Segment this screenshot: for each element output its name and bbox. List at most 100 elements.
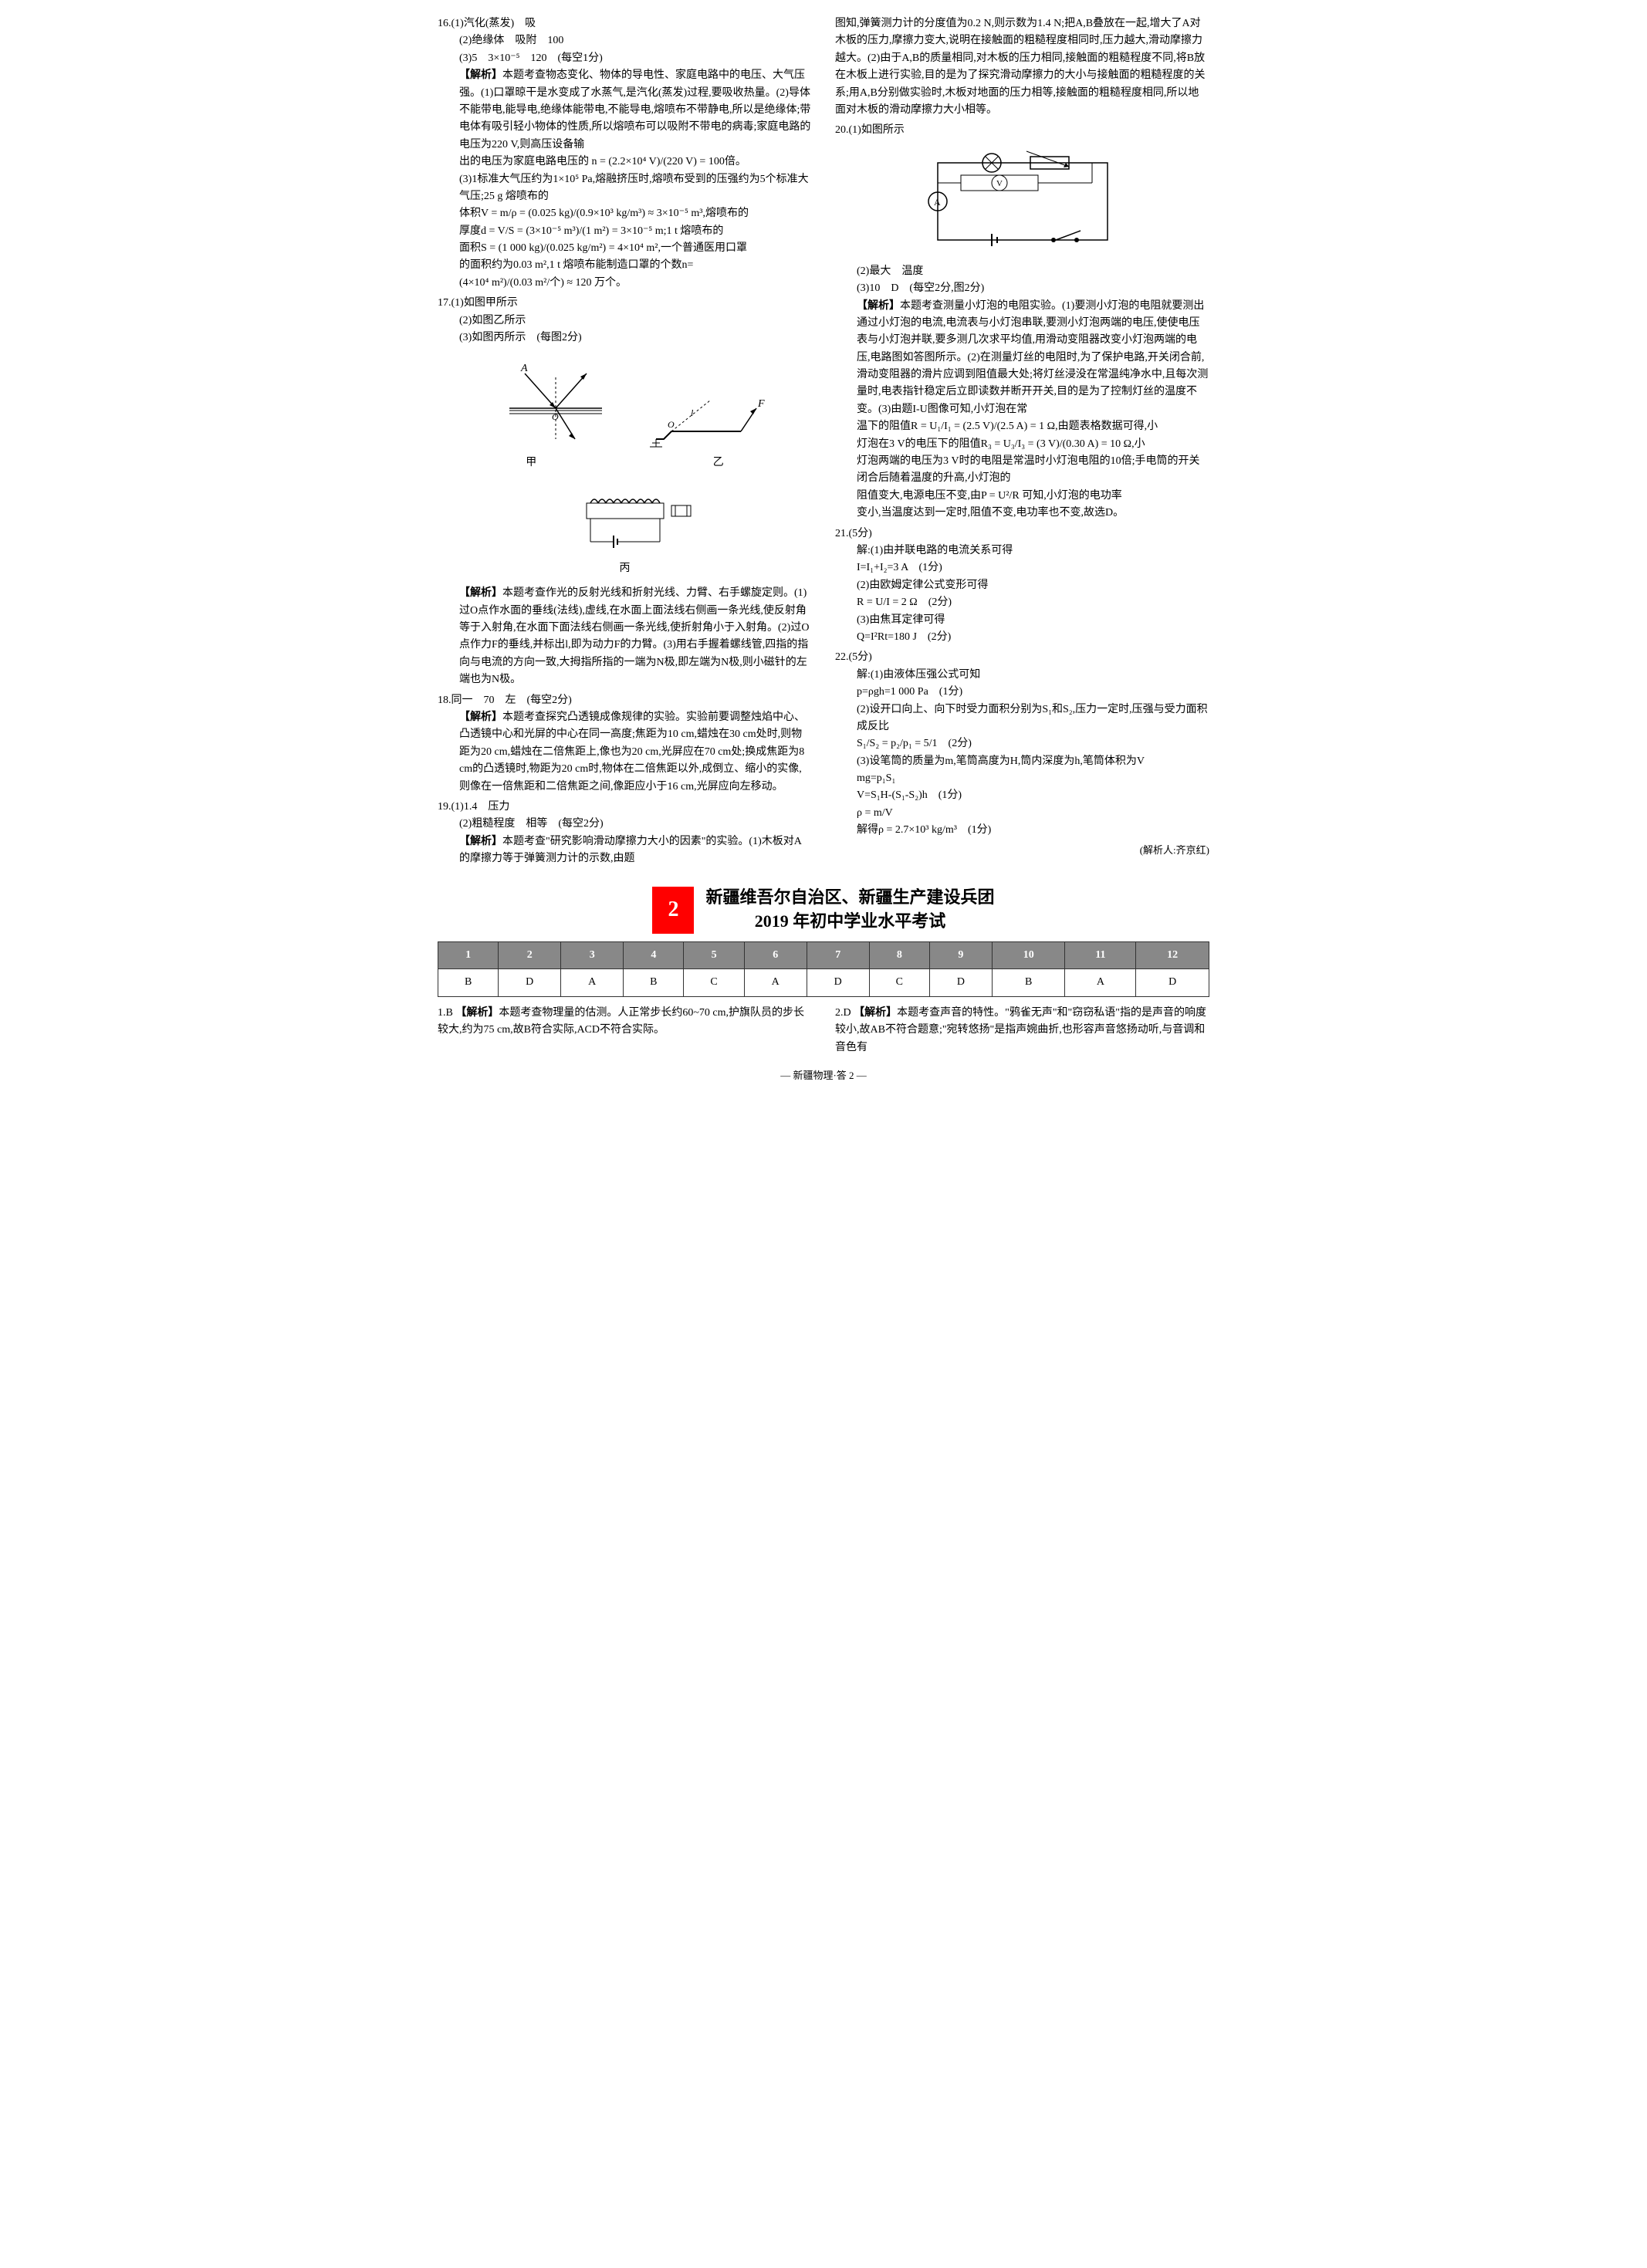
table-answer-cell: A xyxy=(561,969,624,996)
q21-line4: (2)由欧姆定律公式变形可得 xyxy=(835,577,1209,594)
section2-header: 2 新疆维吾尔自治区、新疆生产建设兵团 2019 年初中学业水平考试 xyxy=(438,886,1209,934)
q20-answer: 20.(1)如图所示 A V xyxy=(835,122,1209,522)
q20-formula1: 温下的阻值R = U₁/I₁ = (2.5 V)/(2.5 A) = 1 Ω,由… xyxy=(835,418,1209,435)
table-header-cell: 10 xyxy=(992,942,1065,969)
diagram-label-jia: 甲 xyxy=(526,455,536,472)
s2-q1-num: 1.B xyxy=(438,1007,453,1019)
q16-line1: 16.(1)汽化(蒸发) 吸 xyxy=(438,15,812,32)
svg-text:A: A xyxy=(520,363,528,374)
q22-line2: 解:(1)由液体压强公式可知 xyxy=(835,667,1209,684)
table-answer-cell: D xyxy=(807,969,869,996)
table-header-row: 123456789101112 xyxy=(438,942,1209,969)
table-header-cell: 7 xyxy=(807,942,869,969)
table-header-cell: 1 xyxy=(438,942,499,969)
s2-q2: 2.D 【解析】本题考查声音的特性。"鸦雀无声"和"窃窃私语"指的是声音的响度较… xyxy=(835,1005,1209,1056)
svg-text:A: A xyxy=(934,197,941,208)
table-answer-cell: D xyxy=(1136,969,1209,996)
q22-line7: V=S₁H-(S₁-S₂)h (1分) xyxy=(835,787,1209,804)
q22-line5: (3)设笔筒的质量为m,笔筒高度为H,筒内深度为h,笔筒体积为V xyxy=(835,753,1209,770)
table-answer-cell: C xyxy=(684,969,744,996)
q18-answer: 18.同一 70 左 (每空2分) 【解析】本题考查探究凸透镜成像规律的实验。实… xyxy=(438,692,812,796)
q18-line1: 18.同一 70 左 (每空2分) xyxy=(438,692,812,709)
q22-formula1: S₁/S₂ = p₂/p₁ = 5/1 (2分) xyxy=(835,735,1209,752)
table-header-cell: 12 xyxy=(1136,942,1209,969)
table-answer-cell: A xyxy=(744,969,807,996)
table-answer-cell: B xyxy=(438,969,499,996)
q21-line6: Q=I²Rt=180 J (2分) xyxy=(835,629,1209,646)
q16-line2: (2)绝缘体 吸附 100 xyxy=(438,32,812,49)
q21-line2: 解:(1)由并联电路的电流关系可得 xyxy=(835,542,1209,559)
table-answer-cell: B xyxy=(624,969,684,996)
circuit-svg: A V xyxy=(915,147,1131,255)
q16-analysis-text1: 本题考查物态变化、物体的导电性、家庭电路中的电压、大气压强。(1)口罩晾干是水变… xyxy=(459,69,810,150)
left-column: 16.(1)汽化(蒸发) 吸 (2)绝缘体 吸附 100 (3)5 3×10⁻⁵… xyxy=(438,15,812,870)
table-header-cell: 11 xyxy=(1065,942,1136,969)
optics-lever-diagram: A O O F l xyxy=(471,354,780,455)
table-answer-cell: D xyxy=(929,969,992,996)
analysis-label: 【解析】 xyxy=(455,1007,499,1019)
q21-formula: R = U/I = 2 Ω (2分) xyxy=(835,594,1209,611)
q20-analysis3: 变小,当温度达到一定时,阻值不变,电功率也不变,故选D。 xyxy=(835,505,1209,522)
q17-diagram-bing: 丙 xyxy=(438,480,812,577)
s2-q2-num: 2.D xyxy=(835,1007,851,1019)
table-header-cell: 3 xyxy=(561,942,624,969)
q20-line3: (3)10 D (每空2分,图2分) xyxy=(835,280,1209,297)
q17-line2: (2)如图乙所示 xyxy=(438,313,812,330)
section-number: 2 xyxy=(652,887,694,934)
right-column: 图知,弹簧测力计的分度值为0.2 N,则示数为1.4 N;把A,B叠放在一起,增… xyxy=(835,15,1209,870)
q22-line4: (2)设开口向上、向下时受力面积分别为S₁和S₂,压力一定时,压强与受力面积成反… xyxy=(835,701,1209,736)
q22-line8: 解得ρ = 2.7×10³ kg/m³ (1分) xyxy=(835,822,1209,839)
q16-formula5: (4×10⁴ m²)/(0.03 m²/个) ≈ 120 万个。 xyxy=(438,275,812,292)
diagram-label-yi: 乙 xyxy=(713,455,724,472)
q21-line5: (3)由焦耳定律可得 xyxy=(835,612,1209,629)
table-header-cell: 5 xyxy=(684,942,744,969)
q16-analysis2: (3)1标准大气压约为1×10⁵ Pa,熔融挤压时,熔喷布受到的压强约为5个标准… xyxy=(438,171,812,206)
q21-line1: 21.(5分) xyxy=(835,526,1209,542)
q17-line3: (3)如图丙所示 (每图2分) xyxy=(438,330,812,346)
svg-text:V: V xyxy=(996,179,1003,188)
table-answer-cell: B xyxy=(992,969,1065,996)
table-answer-cell: C xyxy=(869,969,929,996)
q17-analysis: 【解析】本题考查作光的反射光线和折射光线、力臂、右手螺旋定则。(1)过O点作水面… xyxy=(438,585,812,688)
table-header-cell: 8 xyxy=(869,942,929,969)
q16-answer: 16.(1)汽化(蒸发) 吸 (2)绝缘体 吸附 100 (3)5 3×10⁻⁵… xyxy=(438,15,812,292)
q20-formula3: 阻值变大,电源电压不变,由P = U²/R 可知,小灯泡的电功率 xyxy=(835,488,1209,505)
q22-formula2: ρ = m/V xyxy=(835,805,1209,822)
q20-line1: 20.(1)如图所示 xyxy=(835,122,1209,139)
q16-formula3: 厚度d = V/S = (3×10⁻⁵ m³)/(1 m²) = 3×10⁻⁵ … xyxy=(438,223,812,240)
table-header-cell: 4 xyxy=(624,942,684,969)
q21-line3: I=I₁+I₂=3 A (1分) xyxy=(835,559,1209,576)
q20-line2: (2)最大 温度 xyxy=(835,263,1209,280)
q16-line3: (3)5 3×10⁻⁵ 120 (每空1分) xyxy=(438,50,812,67)
solenoid-diagram xyxy=(548,480,702,557)
q22-line6: mg=p₁S₁ xyxy=(835,770,1209,787)
q20-formula2: 灯泡在3 V的电压下的阻值R₃ = U₃/I₃ = (3 V)/(0.30 A)… xyxy=(835,436,1209,453)
svg-text:O: O xyxy=(668,419,675,430)
q17-answer: 17.(1)如图甲所示 (2)如图乙所示 (3)如图丙所示 (每图2分) xyxy=(438,295,812,688)
analysis-label: 【解析】 xyxy=(854,1007,897,1019)
table-header-cell: 6 xyxy=(744,942,807,969)
section2-left: 1.B 【解析】本题考查物理量的估测。人正常步长约60~70 cm,护旗队员的步… xyxy=(438,1005,812,1056)
q16-formula1: 出的电压为家庭电路电压的 n = (2.2×10⁴ V)/(220 V) = 1… xyxy=(438,154,812,171)
page-footer: — 新疆物理·答 2 — xyxy=(438,1068,1209,1084)
q21-answer: 21.(5分) 解:(1)由并联电路的电流关系可得 I=I₁+I₂=3 A (1… xyxy=(835,526,1209,647)
q18-analysis: 【解析】本题考查探究凸透镜成像规律的实验。实验前要调整烛焰中心、凸透镜中心和光屏… xyxy=(438,709,812,796)
q19-line2: (2)粗糙程度 相等 (每空2分) xyxy=(438,816,812,833)
q18-analysis-text: 本题考查探究凸透镜成像规律的实验。实验前要调整烛焰中心、凸透镜中心和光屏的中心在… xyxy=(459,711,805,793)
q19-line1: 19.(1)1.4 压力 xyxy=(438,799,812,816)
q22-answer: 22.(5分) 解:(1)由液体压强公式可知 p=ρgh=1 000 Pa (1… xyxy=(835,649,1209,839)
analysis-label: 【解析】 xyxy=(459,587,502,599)
svg-text:O: O xyxy=(552,411,559,422)
s2-q1: 1.B 【解析】本题考查物理量的估测。人正常步长约60~70 cm,护旗队员的步… xyxy=(438,1005,812,1039)
table-answer-cell: D xyxy=(499,969,561,996)
q22-line1: 22.(5分) xyxy=(835,649,1209,666)
q20-circuit-diagram: A V xyxy=(835,147,1209,255)
svg-text:F: F xyxy=(757,398,765,410)
svg-text:l: l xyxy=(691,407,694,418)
table-answer-row: BDABCADCDBAD xyxy=(438,969,1209,996)
q16-analysis: 【解析】本题考查物态变化、物体的导电性、家庭电路中的电压、大气压强。(1)口罩晾… xyxy=(438,67,812,154)
section-title: 新疆维吾尔自治区、新疆生产建设兵团 2019 年初中学业水平考试 xyxy=(705,886,994,934)
diagram-label-bing: 丙 xyxy=(438,560,812,577)
q19-analysis: 【解析】本题考查"研究影响滑动摩擦力大小的因素"的实验。(1)木板对A的摩擦力等… xyxy=(438,833,812,868)
q20-analysis: 【解析】本题考查测量小灯泡的电阻实验。(1)要测小灯泡的电阻就要测出通过小灯泡的… xyxy=(835,298,1209,419)
